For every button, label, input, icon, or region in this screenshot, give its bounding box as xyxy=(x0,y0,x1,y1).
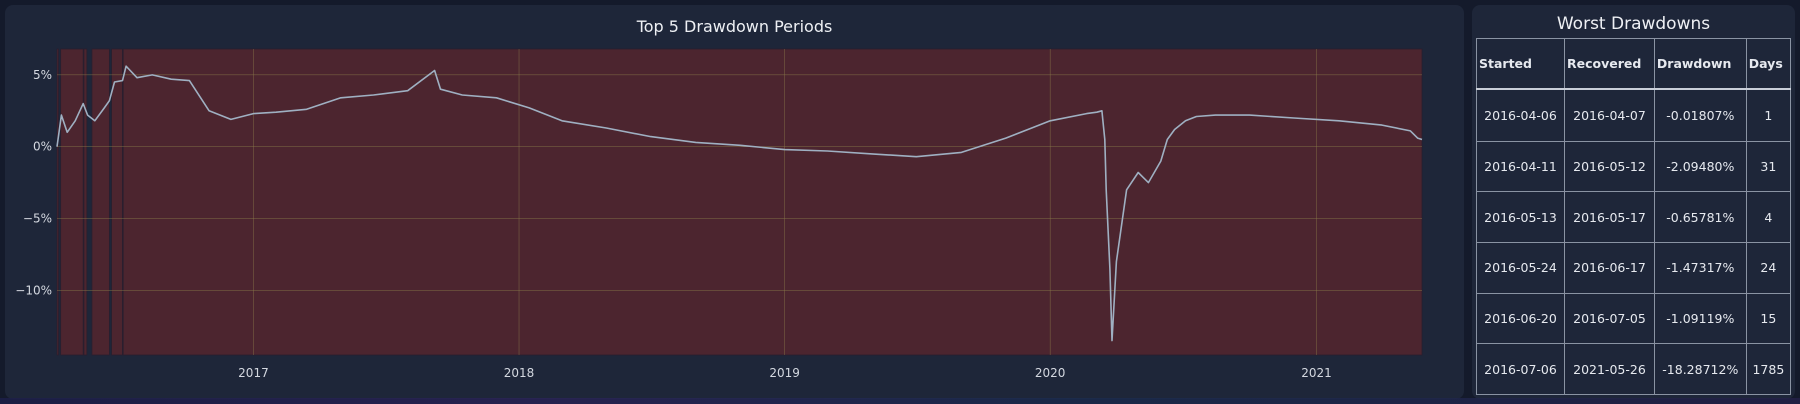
drawdown-shade xyxy=(56,48,59,356)
drawdown-shade xyxy=(91,48,110,356)
x-tick-label: 2018 xyxy=(504,366,535,380)
cell-started: 2016-05-13 xyxy=(1476,191,1565,244)
worst-drawdowns-table: Started Recovered Drawdown Days 2016-04-… xyxy=(1476,38,1792,395)
y-tick-label: −5% xyxy=(23,212,52,226)
cell-drawdown: -0.65781% xyxy=(1653,191,1747,244)
cell-started: 2016-07-06 xyxy=(1476,343,1565,395)
cell-days: 15 xyxy=(1745,292,1792,345)
table-row: 2016-04-11 2016-05-12 -2.09480% 31 xyxy=(1476,140,1792,193)
cell-recovered: 2021-05-26 xyxy=(1564,343,1655,395)
x-tick-label: 2019 xyxy=(769,366,800,380)
table-row: 2016-07-06 2021-05-26 -18.28712% 1785 xyxy=(1476,343,1792,395)
cell-recovered: 2016-07-05 xyxy=(1564,292,1655,345)
y-tick-label: 5% xyxy=(33,68,52,82)
cell-days: 1785 xyxy=(1745,343,1792,395)
drawdown-series-line xyxy=(56,65,1423,342)
y-tick-label: 0% xyxy=(33,140,52,154)
cell-started: 2016-04-06 xyxy=(1476,88,1565,142)
x-tick-label: 2020 xyxy=(1035,366,1066,380)
worst-drawdowns-panel: Worst Drawdowns Started Recovered Drawdo… xyxy=(1472,5,1795,399)
drawdown-shade xyxy=(122,48,1423,356)
drawdown-shade xyxy=(60,48,84,356)
table-header-row: Started Recovered Drawdown Days xyxy=(1476,38,1792,90)
table-row: 2016-04-06 2016-04-07 -0.01807% 1 xyxy=(1476,88,1792,142)
header-days: Days xyxy=(1745,38,1792,90)
cell-started: 2016-04-11 xyxy=(1476,140,1565,193)
header-started: Started xyxy=(1476,38,1565,90)
bottom-glow-strip xyxy=(0,398,1800,404)
cell-days: 4 xyxy=(1745,191,1792,244)
cell-drawdown: -18.28712% xyxy=(1653,343,1747,395)
drawdown-chart-panel: Top 5 Drawdown Periods 5% 0% −5% −10% 2017 20… xyxy=(5,5,1464,399)
cell-recovered: 2016-05-17 xyxy=(1564,191,1655,244)
cell-recovered: 2016-06-17 xyxy=(1564,242,1655,294)
y-tick-label: −10% xyxy=(15,283,52,297)
cell-drawdown: -0.01807% xyxy=(1653,88,1747,142)
drawdown-shade xyxy=(83,48,88,356)
cell-days: 1 xyxy=(1745,88,1792,142)
cell-started: 2016-06-20 xyxy=(1476,292,1565,345)
cell-recovered: 2016-04-07 xyxy=(1564,88,1655,142)
cell-days: 24 xyxy=(1745,242,1792,294)
table-row: 2016-05-24 2016-06-17 -1.47317% 24 xyxy=(1476,242,1792,294)
x-tick-label: 2021 xyxy=(1301,366,1332,380)
table-row: 2016-06-20 2016-07-05 -1.09119% 15 xyxy=(1476,292,1792,345)
chart-title: Top 5 Drawdown Periods xyxy=(636,17,833,36)
table-row: 2016-05-13 2016-05-17 -0.65781% 4 xyxy=(1476,191,1792,244)
cell-recovered: 2016-05-12 xyxy=(1564,140,1655,193)
header-recovered: Recovered xyxy=(1564,38,1655,90)
cell-drawdown: -1.09119% xyxy=(1653,292,1747,345)
drawdown-shade xyxy=(111,48,123,356)
cell-days: 31 xyxy=(1745,140,1792,193)
cell-drawdown: -1.47317% xyxy=(1653,242,1747,294)
cell-drawdown: -2.09480% xyxy=(1653,140,1747,193)
table-title: Worst Drawdowns xyxy=(1556,14,1711,34)
cell-started: 2016-05-24 xyxy=(1476,242,1565,294)
header-drawdown: Drawdown xyxy=(1653,38,1747,90)
drawdown-chart: 5% 0% −5% −10% 2017 2018 2019 2020 2021 xyxy=(15,48,1423,380)
x-tick-label: 2017 xyxy=(238,366,269,380)
